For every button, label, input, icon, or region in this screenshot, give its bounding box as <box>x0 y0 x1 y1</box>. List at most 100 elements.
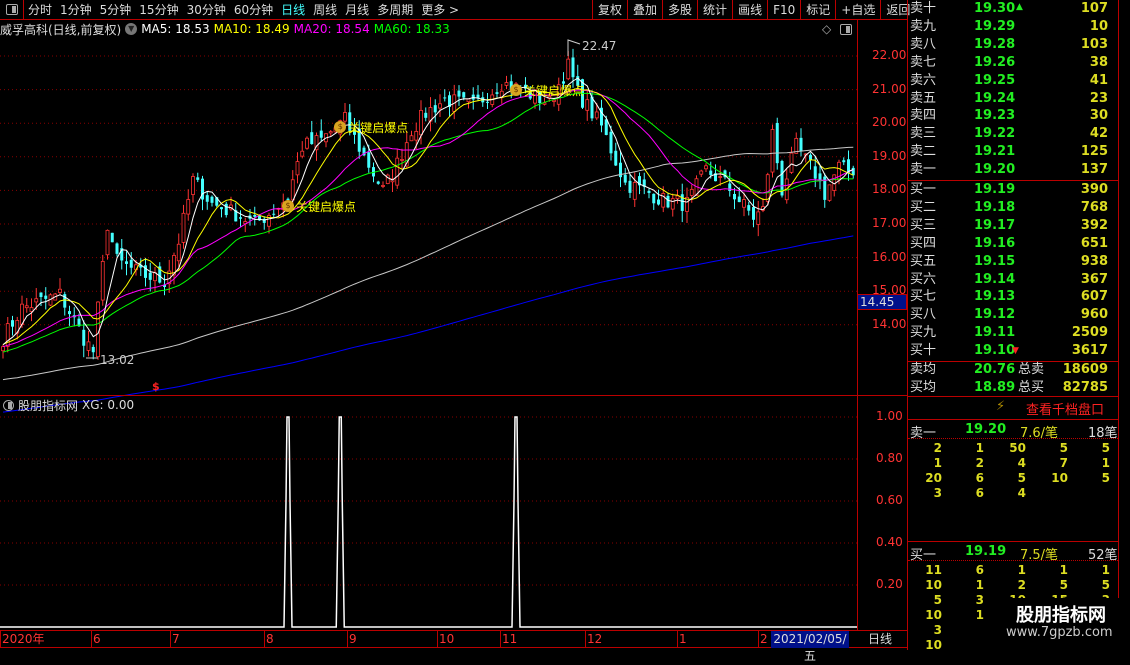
bid-row[interactable]: 买三 19.17 392 <box>908 217 1118 235</box>
candle-down <box>201 178 204 200</box>
candle-down <box>286 198 290 200</box>
ask-row[interactable]: 卖五 19.24 23 <box>908 90 1118 108</box>
bid-row[interactable]: 买十 19.10 3617 ▼ <box>908 342 1118 360</box>
candle-down <box>571 57 575 78</box>
candle-down <box>148 272 152 280</box>
function-buttons: 复权 叠加 多股 统计 画线 F10 标记 +自选 返回 <box>592 0 915 20</box>
bid-row[interactable]: 买八 19.12 960 <box>908 306 1118 324</box>
period-tab[interactable]: 1分钟 <box>60 3 92 17</box>
high-price-label: 22.47 <box>582 39 616 53</box>
bid-row[interactable]: 买五 19.15 938 <box>908 253 1118 271</box>
indicator-title[interactable]: 股朋指标网 <box>18 398 79 413</box>
period-tab[interactable]: 分时 <box>28 3 53 17</box>
queue-cell <box>1034 486 1076 501</box>
candle-up <box>343 112 347 122</box>
panel-edge <box>1118 0 1119 650</box>
period-tab[interactable]: 更多 > <box>421 3 460 17</box>
ask-row[interactable]: 卖一 19.20 137 <box>908 161 1118 179</box>
indicator-header: 股朋指标网 XG: 0.00 <box>0 397 134 413</box>
candle-up <box>504 82 509 86</box>
period-tab[interactable]: 日线 <box>281 3 306 17</box>
level-price: 19.13 <box>974 289 1016 305</box>
bid-row[interactable]: 买九 19.11 2509 <box>908 324 1118 342</box>
toolbar-button[interactable]: 叠加 <box>627 0 662 20</box>
bid-row[interactable]: 买四 19.16 651 <box>908 235 1118 253</box>
layout-toggle-button[interactable] <box>0 0 24 20</box>
cursor-date: 2021/02/05/五 <box>771 631 849 663</box>
ask-row[interactable]: 卖二 19.21 125 <box>908 143 1118 161</box>
bid-row[interactable]: 买一 19.19 390 <box>908 181 1118 199</box>
ask-row[interactable]: 卖七 19.26 38 <box>908 54 1118 72</box>
order-book-divider <box>908 361 1118 362</box>
toolbar-button[interactable]: 标记 <box>800 0 835 20</box>
indicator-toggle-icon[interactable] <box>3 399 14 411</box>
bid-queue-header: 买一 19.19 7.5/笔 52笔 <box>908 541 1118 563</box>
bid-row[interactable]: 买二 19.18 768 <box>908 199 1118 217</box>
period-tab[interactable]: 30分钟 <box>186 3 226 17</box>
candle-up <box>794 138 799 154</box>
toolbar-button[interactable]: 画线 <box>732 0 767 20</box>
bid-queue-avg: 7.5/笔 <box>1020 548 1059 563</box>
period-tab[interactable]: 月线 <box>345 3 370 17</box>
ask-row[interactable]: 卖八 19.28 103 <box>908 36 1118 54</box>
pane-divider[interactable] <box>0 395 907 396</box>
candle-down <box>600 107 603 126</box>
period-tab[interactable]: 周线 <box>313 3 338 17</box>
toolbar-button[interactable]: 复权 <box>592 0 627 20</box>
signal-marker[interactable]: $ 关键启爆点 <box>510 82 584 99</box>
chevron-down-icon[interactable]: ▼ <box>125 23 138 35</box>
ask-row[interactable]: 卖十 19.30 107 ▲ <box>908 0 1118 18</box>
toolbar-button[interactable]: 多股 <box>662 0 697 20</box>
queue-row: 20 6 5 10 5 <box>908 471 1118 486</box>
bid-row[interactable]: 买七 19.13 607 <box>908 288 1118 306</box>
candle-up <box>105 229 110 256</box>
stock-title[interactable]: 威孚高科(日线,前复权) <box>0 22 122 37</box>
period-tab[interactable]: 15分钟 <box>139 3 179 17</box>
candle-down <box>851 167 855 176</box>
candle-up <box>552 99 556 102</box>
period-tab[interactable]: 多周期 <box>377 3 414 17</box>
ask-row[interactable]: 卖九 19.29 10 <box>908 18 1118 36</box>
level-volume: 23 <box>1089 90 1108 106</box>
level-price: 19.16 <box>974 235 1016 251</box>
ask-row[interactable]: 卖六 19.25 41 <box>908 72 1118 90</box>
level-volume: 30 <box>1089 108 1108 124</box>
candle-down <box>528 90 532 99</box>
bid-avg-label: 买均 <box>910 380 937 395</box>
candle-up <box>718 176 723 178</box>
period-label[interactable]: 日线 <box>868 632 893 646</box>
level-name: 卖二 <box>910 144 937 160</box>
ask-row[interactable]: 卖四 19.23 30 <box>908 107 1118 125</box>
toolbar-button[interactable]: +自选 <box>835 0 880 20</box>
candle-down <box>82 329 86 346</box>
panel-toggle-icon[interactable] <box>840 24 852 35</box>
time-label: 2020年 <box>0 631 45 648</box>
toolbar-button[interactable]: 返回 <box>880 0 915 20</box>
level-volume: 2509 <box>1071 325 1108 341</box>
kline-chart[interactable]: 22.47 13.02 <box>0 0 857 630</box>
diamond-icon[interactable]: ◇ <box>822 22 832 36</box>
queue-cell: 11 <box>925 563 942 577</box>
toolbar-button[interactable]: 统计 <box>697 0 732 20</box>
ma-long2-line <box>2 235 854 413</box>
queue-cell: 1 <box>1101 456 1110 470</box>
candle-down <box>642 179 646 187</box>
level-price: 19.29 <box>974 18 1016 34</box>
candle-up <box>29 307 34 312</box>
candle-down <box>77 318 81 327</box>
bid-queue-price: 19.19 <box>965 544 1007 559</box>
ask-row[interactable]: 卖三 19.22 42 <box>908 125 1118 143</box>
level-price: 19.24 <box>974 90 1016 106</box>
order-book-divider <box>908 180 1118 181</box>
signal-marker[interactable]: $ 关键启爆点 <box>334 119 408 136</box>
candle-down <box>538 91 542 104</box>
bid-row[interactable]: 买六 19.14 367 <box>908 271 1118 289</box>
signal-marker[interactable]: $ 关键启爆点 <box>282 198 356 215</box>
period-tab[interactable]: 60分钟 <box>233 3 274 17</box>
period-tab[interactable]: 5分钟 <box>99 3 132 17</box>
queue-cell: 10 <box>925 608 942 622</box>
candle-up <box>172 255 176 276</box>
toolbar-button[interactable]: F10 <box>767 0 800 20</box>
view-full-depth-link[interactable]: 查看千档盘口 <box>1026 403 1105 418</box>
candle-up <box>300 150 305 157</box>
